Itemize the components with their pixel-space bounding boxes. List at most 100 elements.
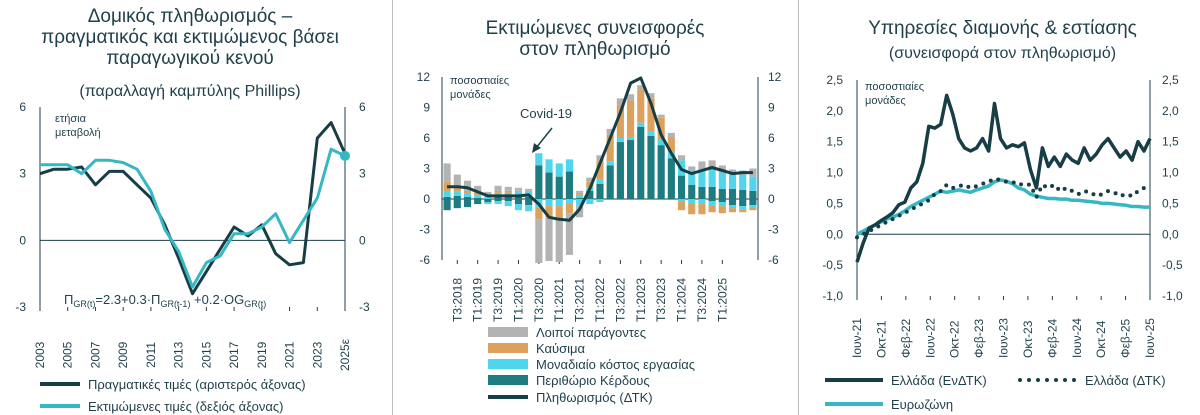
bar-other-factors <box>637 85 645 90</box>
x-tick-label: T3:2023 <box>654 278 668 322</box>
bar-profit-margin <box>474 197 482 199</box>
formula-part-3: +0.2·OG <box>190 292 244 307</box>
bar-unit-labour-cost <box>688 199 696 204</box>
y-tick-label-left: 12 <box>417 70 431 84</box>
bar-profit-margin <box>474 199 482 205</box>
formula-sub-3: GR(t) <box>244 299 266 309</box>
x-tick-label: T1:2020 <box>511 278 525 322</box>
bar-unit-labour-cost <box>514 204 523 211</box>
y-tick-label-right: 0 <box>768 192 775 206</box>
estimate-end-marker <box>340 150 350 161</box>
y-tick-label-right: -3 <box>768 223 779 237</box>
bar-unit-labour-cost <box>525 205 533 212</box>
y-tick-label-left: 1,0 <box>826 166 843 180</box>
y-tick-label-left: 0 <box>19 233 26 247</box>
bar-unit-labour-cost <box>586 199 594 205</box>
chart-canvas-core-inflation: ετήσια μεταβολή -3 0 3 6 -3 0 3 6 2003 2005 2007 20… <box>15 100 370 414</box>
x-tick-label: Φεβ-22 <box>899 319 913 358</box>
bar-profit-margin <box>494 196 502 199</box>
series-line-greece-cpi <box>855 176 1152 240</box>
bar-profit-margin <box>698 186 706 199</box>
formula-part-2: =2.3+0.3·Π <box>95 292 160 307</box>
x-tick-label: T3:2018 <box>450 278 464 322</box>
bar-other-factors <box>657 114 665 118</box>
x-tick-label: Ιουν-21 <box>850 318 864 358</box>
formula-sub-2: GR(t-1) <box>160 299 190 309</box>
x-tick-label: Οκτ-24 <box>1094 320 1108 358</box>
bar-fuel <box>657 117 665 141</box>
bar-unit-labour-cost <box>504 201 512 207</box>
bar-unit-labour-cost <box>545 159 553 173</box>
bar-other-factors <box>606 128 614 135</box>
legend-label: Ευρωζώνη <box>891 397 953 412</box>
legend-label: Πληθωρισμός (ΔΤΚ) <box>536 390 653 405</box>
bar-profit-margin <box>586 190 594 199</box>
bar-unit-labour-cost <box>565 159 573 172</box>
bar-other-factors <box>647 93 655 99</box>
bar-unit-labour-cost <box>647 131 655 136</box>
x-tick-label: T3:2022 <box>613 278 627 322</box>
bar-other-factors <box>677 155 686 161</box>
bar-profit-margin <box>504 196 512 199</box>
bar-fuel <box>677 202 686 211</box>
y-tick-label-right: 3 <box>359 167 366 181</box>
y-tick-label-right: 9 <box>768 101 775 115</box>
y-tick-label-left: 9 <box>423 101 430 115</box>
bar-other-factors <box>494 185 502 191</box>
bar-unit-labour-cost <box>749 205 757 208</box>
panel-divider <box>798 0 799 415</box>
series-line-eurozone <box>856 178 1150 236</box>
y-tick-label-right: -0,5 <box>1162 258 1183 272</box>
legend-swatch <box>488 327 528 337</box>
bar-fuel <box>504 190 512 193</box>
bar-unit-labour-cost <box>484 202 492 205</box>
bar-other-factors <box>565 213 573 255</box>
bar-unit-labour-cost <box>739 174 747 190</box>
bar-profit-margin <box>514 199 523 205</box>
series-line-actual <box>39 121 347 296</box>
bar-fuel <box>647 98 655 132</box>
bar-unit-labour-cost <box>535 153 543 166</box>
bar-unit-labour-cost <box>698 171 706 187</box>
x-tick-label: 2013 <box>172 341 186 368</box>
bar-fuel <box>596 161 604 180</box>
x-tick-label: Ιουν-24 <box>1070 318 1084 358</box>
bar-profit-margin <box>463 196 472 199</box>
bar-unit-labour-cost <box>545 199 553 207</box>
bar-profit-margin <box>718 199 726 203</box>
bar-unit-labour-cost <box>443 191 451 197</box>
bar-other-factors <box>535 219 543 264</box>
bar-unit-labour-cost <box>627 136 635 141</box>
bar-other-factors <box>525 188 533 191</box>
bar-other-factors <box>749 168 757 177</box>
y-tick-label-right: 3 <box>768 162 775 176</box>
bar-profit-margin <box>688 184 696 199</box>
x-tick-label: 2025ε <box>338 338 352 371</box>
bar-fuel <box>453 186 461 192</box>
chart-canvas-contributions: ποσοστιαίες μονάδες -6 -6 -3 -3 0 0 3 3 6 6 9 9 12 12… <box>417 70 782 405</box>
unit-label: ποσοστιαίες μονάδες <box>865 81 927 107</box>
bar-unit-labour-cost <box>453 191 461 196</box>
bar-unit-labour-cost <box>728 205 737 209</box>
formula-sub-1: GR(t) <box>73 299 95 309</box>
bar-profit-margin <box>484 199 492 203</box>
x-tick-label: 2015 <box>199 341 213 368</box>
x-tick-label: 2011 <box>144 342 158 368</box>
bar-unit-labour-cost <box>739 206 747 210</box>
bar-unit-labour-cost <box>708 168 716 187</box>
bar-unit-labour-cost <box>616 138 624 143</box>
bar-unit-labour-cost <box>463 193 472 197</box>
y-tick-label-left: 6 <box>19 100 26 114</box>
y-tick-label-left: 1,5 <box>826 135 843 149</box>
bar-other-factors <box>688 166 696 171</box>
bar-profit-margin <box>545 172 553 199</box>
bar-profit-margin <box>494 199 502 202</box>
bar-other-factors <box>504 186 512 191</box>
bar-unit-labour-cost <box>555 199 563 207</box>
bar-fuel <box>739 209 747 213</box>
bar-other-factors <box>698 161 706 172</box>
bar-profit-margin <box>443 196 451 199</box>
bar-unit-labour-cost <box>576 199 584 206</box>
legend-swatch <box>488 359 528 369</box>
y-tick-label-left: 2,5 <box>826 73 843 87</box>
